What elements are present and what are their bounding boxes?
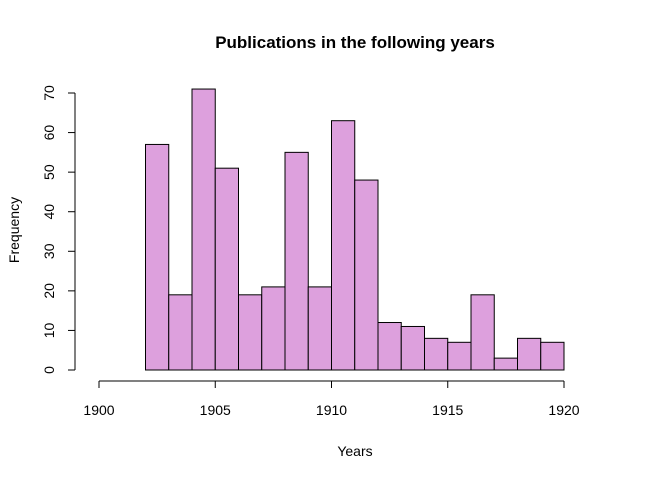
y-tick-label-40: 40	[41, 204, 57, 220]
bar-1915-1916	[447, 341, 472, 371]
bar-1912-1913	[377, 322, 402, 371]
chart-title: Publications in the following years	[215, 33, 495, 52]
x-tick-label-1920: 1920	[548, 402, 579, 418]
y-axis: 0 10 20 30 40 50 60 70	[41, 85, 76, 374]
bar-1918-1919	[517, 337, 542, 371]
y-tick-label-30: 30	[41, 243, 57, 259]
x-tick-label-1900: 1900	[83, 402, 114, 418]
y-tick-label-10: 10	[41, 322, 57, 338]
bar-1917-1918	[493, 357, 518, 371]
y-axis-label: Frequency	[6, 197, 22, 263]
bar-1919-1920	[540, 341, 565, 371]
bars-group	[145, 88, 565, 371]
bar-1906-1907	[238, 294, 263, 371]
bar-1911-1912	[354, 179, 379, 371]
bar-1916-1917	[470, 294, 495, 371]
bar-1902-1903	[145, 143, 170, 371]
bar-1910-1911	[331, 120, 356, 371]
bar-1913-1914	[400, 325, 425, 371]
x-axis: 1900 1905 1910 1915 1920	[83, 380, 580, 418]
bar-1914-1915	[424, 337, 449, 371]
bar-1909-1910	[307, 286, 332, 371]
bar-1903-1904	[168, 294, 193, 371]
x-axis-label: Years	[337, 443, 372, 459]
x-tick-label-1905: 1905	[200, 402, 231, 418]
y-tick-label-0: 0	[41, 366, 57, 374]
x-tick-label-1915: 1915	[432, 402, 463, 418]
y-tick-label-50: 50	[41, 164, 57, 180]
y-tick-label-70: 70	[41, 85, 57, 101]
bar-1904-1905	[191, 88, 216, 371]
bar-1907-1908	[261, 286, 286, 371]
y-tick-label-20: 20	[41, 283, 57, 299]
bar-1908-1909	[284, 151, 309, 371]
bar-1905-1906	[214, 167, 239, 371]
y-tick-label-60: 60	[41, 125, 57, 141]
x-tick-label-1910: 1910	[316, 402, 347, 418]
